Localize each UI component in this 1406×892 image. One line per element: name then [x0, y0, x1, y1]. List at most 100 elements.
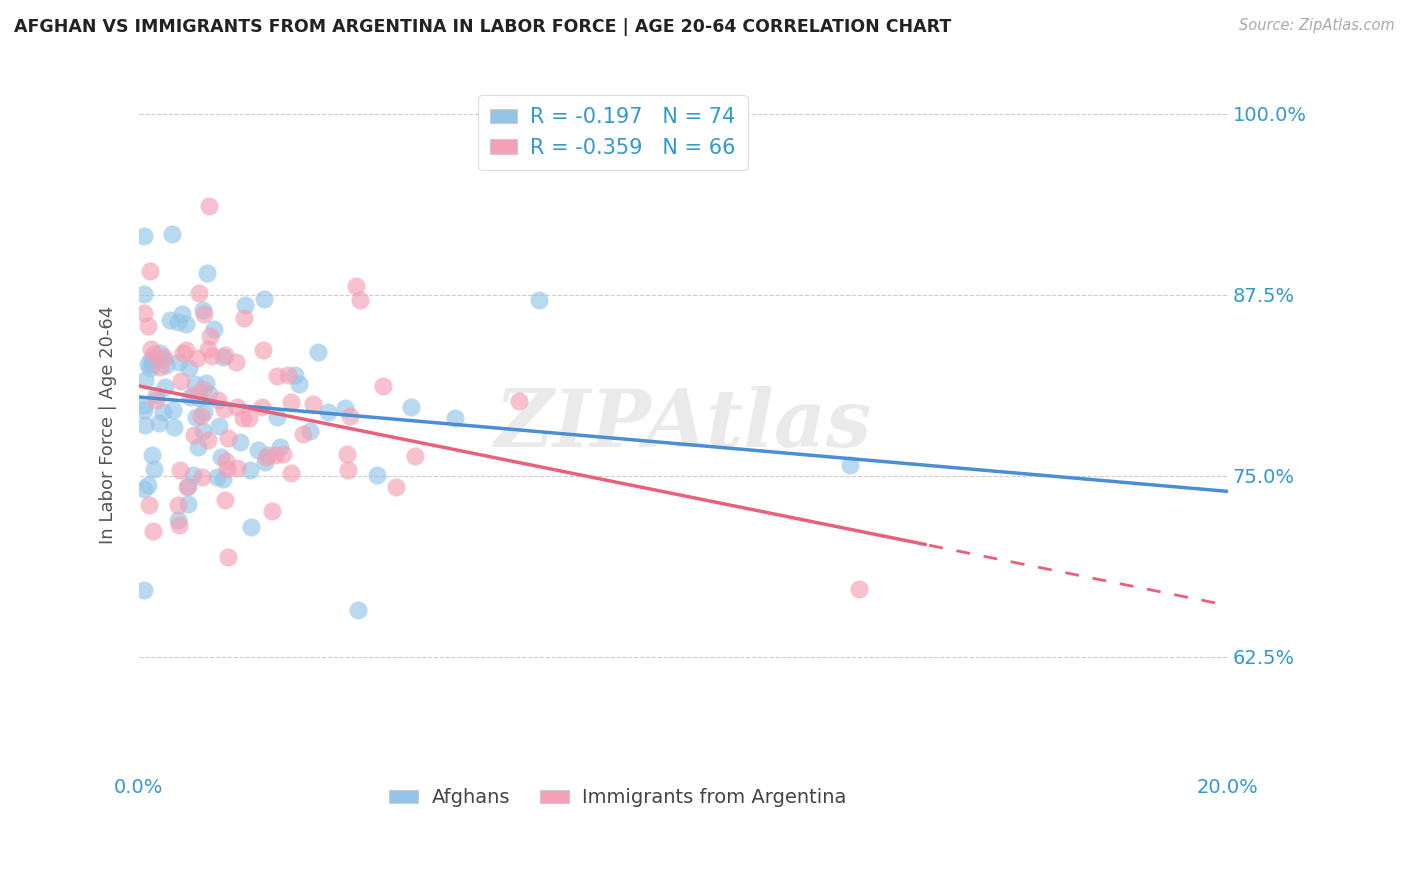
Point	[141, 357, 163, 371]
Point	[373, 378, 395, 392]
Point	[193, 307, 215, 321]
Point	[163, 420, 186, 434]
Point	[134, 229, 156, 244]
Point	[201, 350, 224, 364]
Point	[145, 388, 167, 402]
Point	[174, 343, 197, 357]
Point	[217, 549, 239, 564]
Point	[138, 498, 160, 512]
Point	[336, 463, 359, 477]
Point	[149, 359, 172, 374]
Point	[170, 375, 193, 389]
Point	[339, 409, 361, 424]
Point	[233, 311, 256, 326]
Point	[159, 313, 181, 327]
Point	[214, 348, 236, 362]
Point	[141, 342, 163, 356]
Point	[266, 369, 288, 384]
Point	[207, 392, 229, 407]
Text: ZIPAtlas: ZIPAtlas	[495, 386, 872, 464]
Point	[839, 458, 862, 472]
Point	[167, 354, 190, 368]
Point	[138, 319, 160, 334]
Point	[366, 468, 388, 483]
Point	[253, 292, 276, 306]
Point	[215, 453, 238, 467]
Point	[188, 391, 211, 405]
Point	[247, 443, 270, 458]
Point	[298, 424, 321, 438]
Point	[399, 401, 422, 415]
Point	[179, 391, 201, 405]
Point	[307, 345, 329, 359]
Point	[197, 199, 219, 213]
Point	[226, 461, 249, 475]
Point	[166, 315, 188, 329]
Point	[177, 478, 200, 492]
Point	[191, 424, 214, 438]
Point	[202, 322, 225, 336]
Text: AFGHAN VS IMMIGRANTS FROM ARGENTINA IN LABOR FORCE | AGE 20-64 CORRELATION CHART: AFGHAN VS IMMIGRANTS FROM ARGENTINA IN L…	[14, 18, 952, 36]
Point	[226, 401, 249, 415]
Point	[188, 286, 211, 301]
Point	[197, 387, 219, 401]
Point	[162, 402, 184, 417]
Point	[183, 428, 205, 442]
Point	[225, 355, 247, 369]
Point	[162, 227, 184, 242]
Point	[264, 448, 287, 462]
Point	[184, 377, 207, 392]
Point	[134, 582, 156, 597]
Point	[212, 402, 235, 417]
Point	[181, 467, 204, 482]
Point	[172, 345, 194, 359]
Point	[191, 470, 214, 484]
Point	[134, 403, 156, 417]
Point	[260, 503, 283, 517]
Point	[266, 409, 288, 424]
Point	[239, 520, 262, 534]
Point	[385, 480, 408, 494]
Text: Source: ZipAtlas.com: Source: ZipAtlas.com	[1239, 18, 1395, 33]
Point	[217, 431, 239, 445]
Point	[139, 360, 162, 375]
Point	[136, 478, 159, 492]
Point	[152, 350, 174, 364]
Point	[291, 426, 314, 441]
Point	[212, 472, 235, 486]
Point	[214, 492, 236, 507]
Point	[205, 470, 228, 484]
Point	[252, 343, 274, 358]
Point	[443, 410, 465, 425]
Point	[197, 434, 219, 448]
Point	[233, 298, 256, 312]
Point	[134, 287, 156, 301]
Point	[277, 368, 299, 382]
Point	[174, 317, 197, 331]
Point	[208, 419, 231, 434]
Point	[176, 480, 198, 494]
Point	[349, 293, 371, 307]
Point	[283, 368, 305, 383]
Point	[134, 417, 156, 432]
Point	[194, 376, 217, 390]
Point	[316, 405, 339, 419]
Point	[254, 450, 277, 465]
Point	[177, 497, 200, 511]
Point	[139, 264, 162, 278]
Point	[253, 455, 276, 469]
Point	[228, 434, 250, 449]
Point	[155, 358, 177, 372]
Point	[183, 388, 205, 402]
Point	[193, 302, 215, 317]
Point	[280, 467, 302, 481]
Point	[197, 343, 219, 357]
Point	[271, 447, 294, 461]
Point	[152, 405, 174, 419]
Point	[209, 450, 232, 464]
Point	[134, 482, 156, 496]
Point	[149, 346, 172, 360]
Legend: Afghans, Immigrants from Argentina: Afghans, Immigrants from Argentina	[381, 780, 855, 815]
Point	[186, 351, 208, 365]
Point	[153, 380, 176, 394]
